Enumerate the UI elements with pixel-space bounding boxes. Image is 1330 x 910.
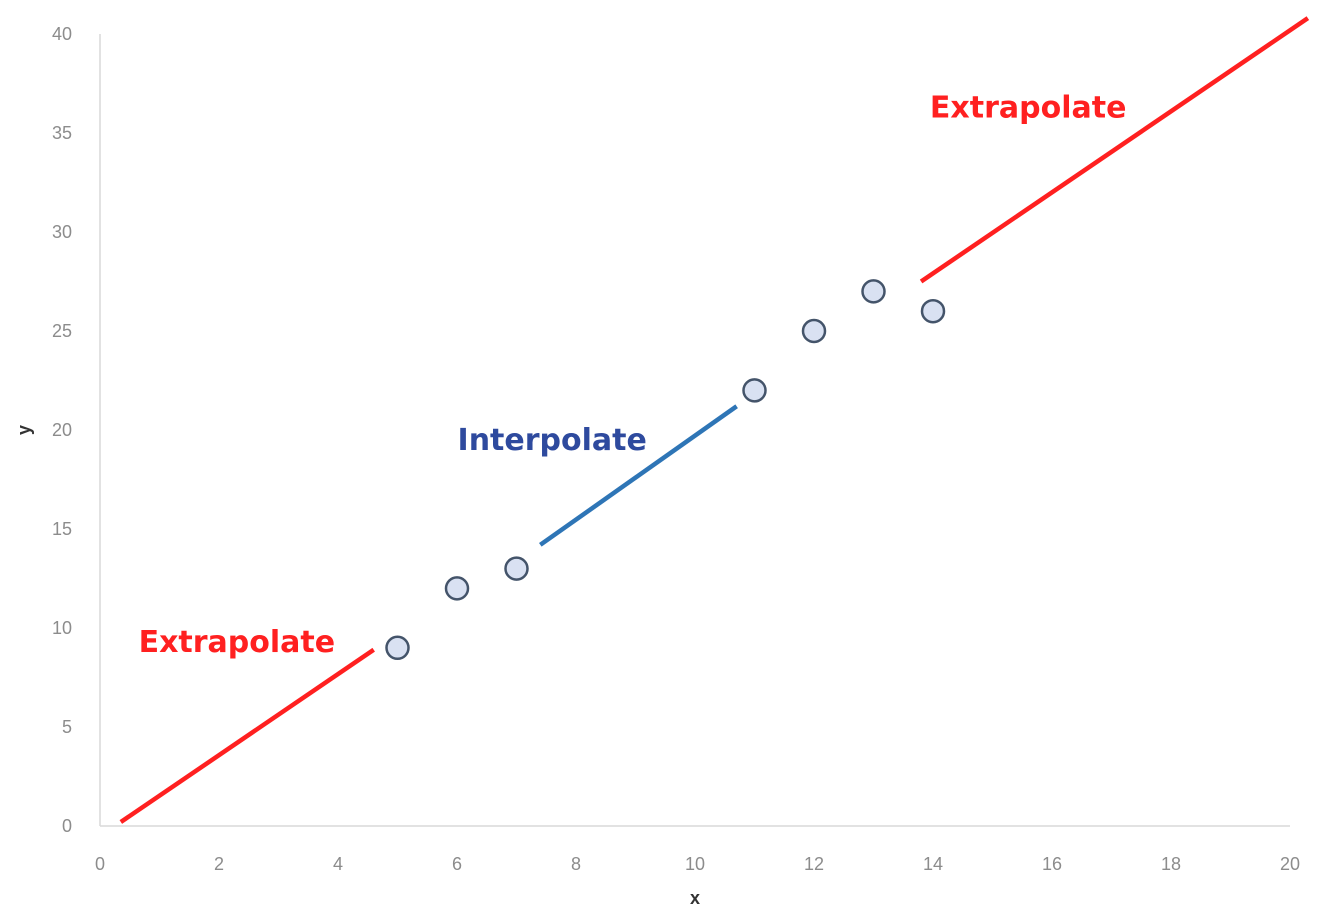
data-points (385, 279, 946, 661)
y-tick-label: 15 (52, 519, 72, 539)
data-point (861, 279, 886, 304)
trend-line-2 (539, 404, 738, 547)
trend-line-3 (919, 16, 1310, 284)
y-tick-label: 10 (52, 618, 72, 638)
y-tick-label: 25 (52, 321, 72, 341)
x-axis-title: x (690, 888, 700, 908)
annotation-extrapolate: Extrapolate (930, 90, 1127, 125)
data-point (801, 318, 827, 344)
annotations: Extrapolate Interpolate Extrapolate (139, 90, 1127, 660)
y-axis-title: y (14, 425, 34, 435)
x-tick-label: 20 (1280, 854, 1300, 874)
x-tick-label: 18 (1161, 854, 1181, 874)
data-point (385, 635, 410, 661)
y-tick-label: 40 (52, 24, 72, 44)
annotation-interpolate: Interpolate (458, 423, 647, 458)
x-tick-label: 0 (95, 854, 105, 874)
axes: 0 2 4 6 8 10 12 14 16 18 20 0 5 10 15 20 25 30 35 40 (52, 24, 1300, 874)
y-tick-label: 5 (62, 717, 72, 737)
x-tick-label: 6 (452, 854, 462, 874)
trend-lines (119, 16, 1310, 824)
annotation-extrapolate: Extrapolate (139, 625, 336, 660)
y-tick-label: 30 (52, 222, 72, 242)
y-tick-label: 20 (52, 420, 72, 440)
data-point (742, 378, 767, 403)
x-tick-label: 4 (333, 854, 343, 874)
x-tick-label: 12 (804, 854, 824, 874)
x-tick-label: 16 (1042, 854, 1062, 874)
trend-line-1 (119, 647, 375, 824)
data-point (504, 556, 529, 581)
data-point (920, 298, 946, 324)
data-point (444, 576, 470, 601)
x-tick-label: 14 (923, 854, 943, 874)
y-tick-label: 0 (62, 816, 72, 836)
x-tick-label: 10 (685, 854, 705, 874)
x-tick-label: 2 (214, 854, 224, 874)
y-tick-label: 35 (52, 123, 72, 143)
x-tick-label: 8 (571, 854, 581, 874)
